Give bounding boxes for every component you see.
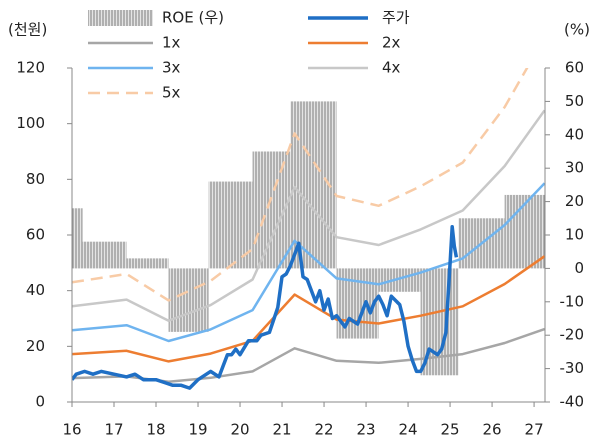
y2-tick-label: 60 — [565, 59, 584, 77]
y2-tick-label: 50 — [565, 92, 584, 110]
line-4x — [72, 109, 545, 322]
x-tick-label: 27 — [525, 421, 544, 439]
legend-label: 1x — [162, 34, 181, 52]
roe-bar — [82, 241, 127, 269]
y2-tick-label: 30 — [565, 159, 584, 177]
y-tick-label: 100 — [16, 114, 45, 132]
x-tick-label: 18 — [146, 421, 165, 439]
y-tick-label: 20 — [26, 337, 45, 355]
y2-tick-label: -40 — [560, 393, 585, 411]
plot-area — [72, 68, 545, 390]
x-tick-label: 24 — [399, 421, 418, 439]
roe-bar — [72, 208, 83, 269]
y-tick-label: 120 — [16, 59, 45, 77]
y2-tick-label: 10 — [565, 226, 584, 244]
y2-tick-label: 0 — [574, 259, 584, 277]
legend-label: 주가 — [382, 9, 410, 27]
legend-label: 2x — [382, 34, 401, 52]
legend-label: ROE (우) — [162, 9, 224, 27]
y2-tick-label: -10 — [560, 292, 585, 310]
line-주가 — [72, 224, 459, 390]
roe-bar — [168, 268, 209, 332]
x-tick-label: 17 — [104, 421, 123, 439]
x-tick-label: 22 — [314, 421, 333, 439]
y2-tick-label: 20 — [565, 192, 584, 210]
roe-bar — [378, 268, 421, 292]
legend-label: 4x — [382, 59, 401, 77]
y-tick-label: 40 — [26, 281, 45, 299]
x-tick-label: 23 — [357, 421, 376, 439]
x-tick-label: 16 — [62, 421, 81, 439]
y-tick-label: 80 — [26, 170, 45, 188]
y2-tick-label: -30 — [560, 359, 585, 377]
legend-label: 5x — [162, 84, 181, 102]
y2-tick-label: -20 — [560, 326, 585, 344]
x-tick-label: 21 — [272, 421, 291, 439]
y-tick-label: 0 — [35, 393, 45, 411]
legend-swatch — [88, 10, 153, 26]
y-tick-label: 60 — [26, 226, 45, 244]
legend-label: 3x — [162, 59, 181, 77]
line-5x — [72, 68, 529, 302]
y2-tick-label: 40 — [565, 125, 584, 143]
roe-bar — [504, 194, 545, 269]
roe-bar — [126, 258, 169, 269]
line-2x — [72, 255, 545, 363]
y-axis-label: (천원) — [8, 21, 47, 39]
x-tick-label: 20 — [230, 421, 249, 439]
x-tick-label: 19 — [188, 421, 207, 439]
x-tick-label: 25 — [441, 421, 460, 439]
x-tick-label: 26 — [483, 421, 502, 439]
line-3x — [72, 182, 545, 343]
y2-axis-label: (%) — [564, 21, 590, 39]
